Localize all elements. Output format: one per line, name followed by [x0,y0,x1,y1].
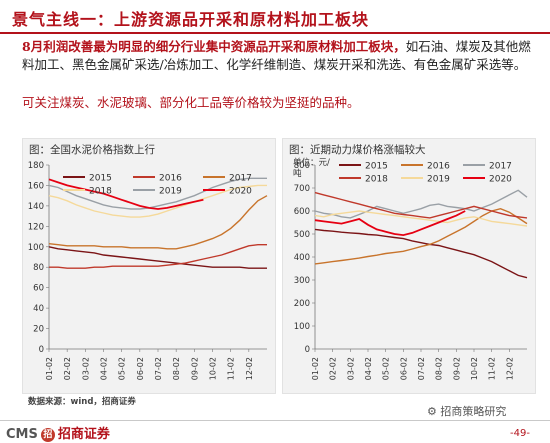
legend-label-2018: 2018 [365,175,388,185]
y-tick-label: 100 [294,322,310,332]
legend-label-2020: 2020 [489,175,512,185]
series-line-2020 [314,210,466,237]
legend-label-2019: 2019 [159,187,182,197]
logo-mark-icon: 招 [40,427,55,442]
series-line-2020 [48,178,204,210]
legend-label-2020: 2020 [229,187,252,197]
y-axis-label: 单位：元/ [293,157,330,168]
page-number: -49- [510,428,530,439]
data-source: 数据来源：wind，招商证券 [28,397,136,407]
y-tick-label: 120 [28,222,44,232]
logo: CMS 招招商证券 [6,423,110,442]
legend-label-2016: 2016 [427,162,450,172]
x-tick-label: 04-02 [364,357,373,380]
series-line-2015 [48,246,267,269]
cement-price-chart: 0 20 40 60 80 100 120 140 160 180 01-02 02-02 03-02 0… [28,161,268,380]
series-line-2017 [314,189,528,219]
body-paragraph-1: 8月利润改善最为明显的细分行业集中资源品开采和原材料加工板块，如石油、煤炭及其他… [22,38,537,74]
x-tick-label: 05-02 [118,357,127,380]
legend-label-2017: 2017 [489,162,512,172]
series-line-2019 [314,210,528,227]
x-tick-label: 01-02 [45,357,54,380]
x-tick-label: 09-02 [452,357,461,380]
logo-cn: 招商证券 [57,427,110,442]
x-tick-label: 10-02 [209,357,218,380]
x-tick-label: 03-02 [81,357,90,380]
x-tick-label: 09-02 [190,357,199,380]
wechat-name: 招商策略研究 [440,405,507,418]
title-divider [0,32,550,34]
chart-panel-coal: 图：近期动力煤价格涨幅较大 0 100 200 300 400 500 600 700 800 0… [282,138,536,394]
series-line-2019 [48,177,267,210]
legend-label-2015: 2015 [365,162,388,172]
body-text: 如石油、煤炭及其他燃料加工、黑色金属矿采选/冶炼加工、化学纤维制造、煤炭开采和洗… [22,39,531,72]
y-tick-label: 60 [33,284,44,294]
coal-price-chart: 0 100 200 300 400 500 600 700 800 01-02 02-02 03-02… [293,157,528,380]
x-tick-label: 02-02 [63,357,72,380]
y-tick-label: 600 [294,207,310,217]
chart-panel-cement: 图：全国水泥价格指数上行 0 20 40 60 80 100 120 140 160 180 01-… [22,138,276,394]
page-title: 景气主线一：上游资源品开采和原材料加工板块 [12,10,370,29]
y-tick-label: 700 [294,184,310,194]
x-tick-label: 06-02 [136,357,145,380]
x-tick-label: 08-02 [435,357,444,380]
legend-label-2015: 2015 [89,174,112,184]
highlight-text: 8月利润改善最为明显的细分行业集中资源品开采和原材料加工板块， [22,39,406,54]
y-tick-label: 160 [28,181,44,191]
footer-divider [0,420,550,421]
x-tick-label: 02-02 [329,357,338,380]
legend-label-2016: 2016 [159,174,182,184]
body-paragraph-2: 可关注煤炭、水泥玻璃、部分化工品等价格较为坚挺的品种。 [22,95,360,110]
y-tick-label: 100 [28,243,44,253]
y-tick-label: 80 [33,263,44,273]
y-tick-label: 140 [28,202,44,212]
y-tick-label: 0 [39,345,44,355]
chart-title: 图：近期动力煤价格涨幅较大 [289,144,426,156]
series-line-2017 [48,195,268,250]
y-tick-label: 400 [294,253,310,263]
y-tick-label: 200 [294,299,310,309]
x-tick-label: 12-02 [245,357,254,380]
x-tick-label: 11-02 [488,357,497,380]
y-tick-label: 20 [33,325,44,335]
series-line-2015 [314,228,528,279]
series-line-2016 [49,244,267,269]
logo-en: CMS [6,427,38,442]
x-tick-label: 04-02 [100,357,109,380]
x-tick-label: 12-02 [505,357,514,380]
x-tick-label: 07-02 [154,357,163,380]
x-tick-label: 01-02 [311,357,320,380]
legend-label-2018: 2018 [89,187,112,197]
legend-label-2017: 2017 [229,174,252,184]
y-tick-label: 500 [294,230,310,240]
x-tick-label: 10-02 [470,357,479,380]
chart-title: 图：全国水泥价格指数上行 [29,144,155,156]
series-line-2018 [314,191,528,219]
x-tick-label: 08-02 [172,357,181,380]
x-tick-label: 03-02 [346,357,355,380]
x-tick-label: 06-02 [399,357,408,380]
y-axis-label-unit: 吨 [293,168,302,179]
y-tick-label: 300 [294,276,310,286]
x-tick-label: 07-02 [417,357,426,380]
wechat-label: ⚙ 招商策略研究 [427,405,507,418]
y-tick-label: 0 [305,345,310,355]
y-tick-label: 800 [294,161,310,171]
series-line-2018 [48,184,267,218]
y-tick-label: 180 [28,161,44,171]
x-tick-label: 11-02 [227,357,236,380]
x-tick-label: 05-02 [382,357,391,380]
legend-label-2019: 2019 [427,175,450,185]
y-tick-label: 40 [33,304,44,314]
